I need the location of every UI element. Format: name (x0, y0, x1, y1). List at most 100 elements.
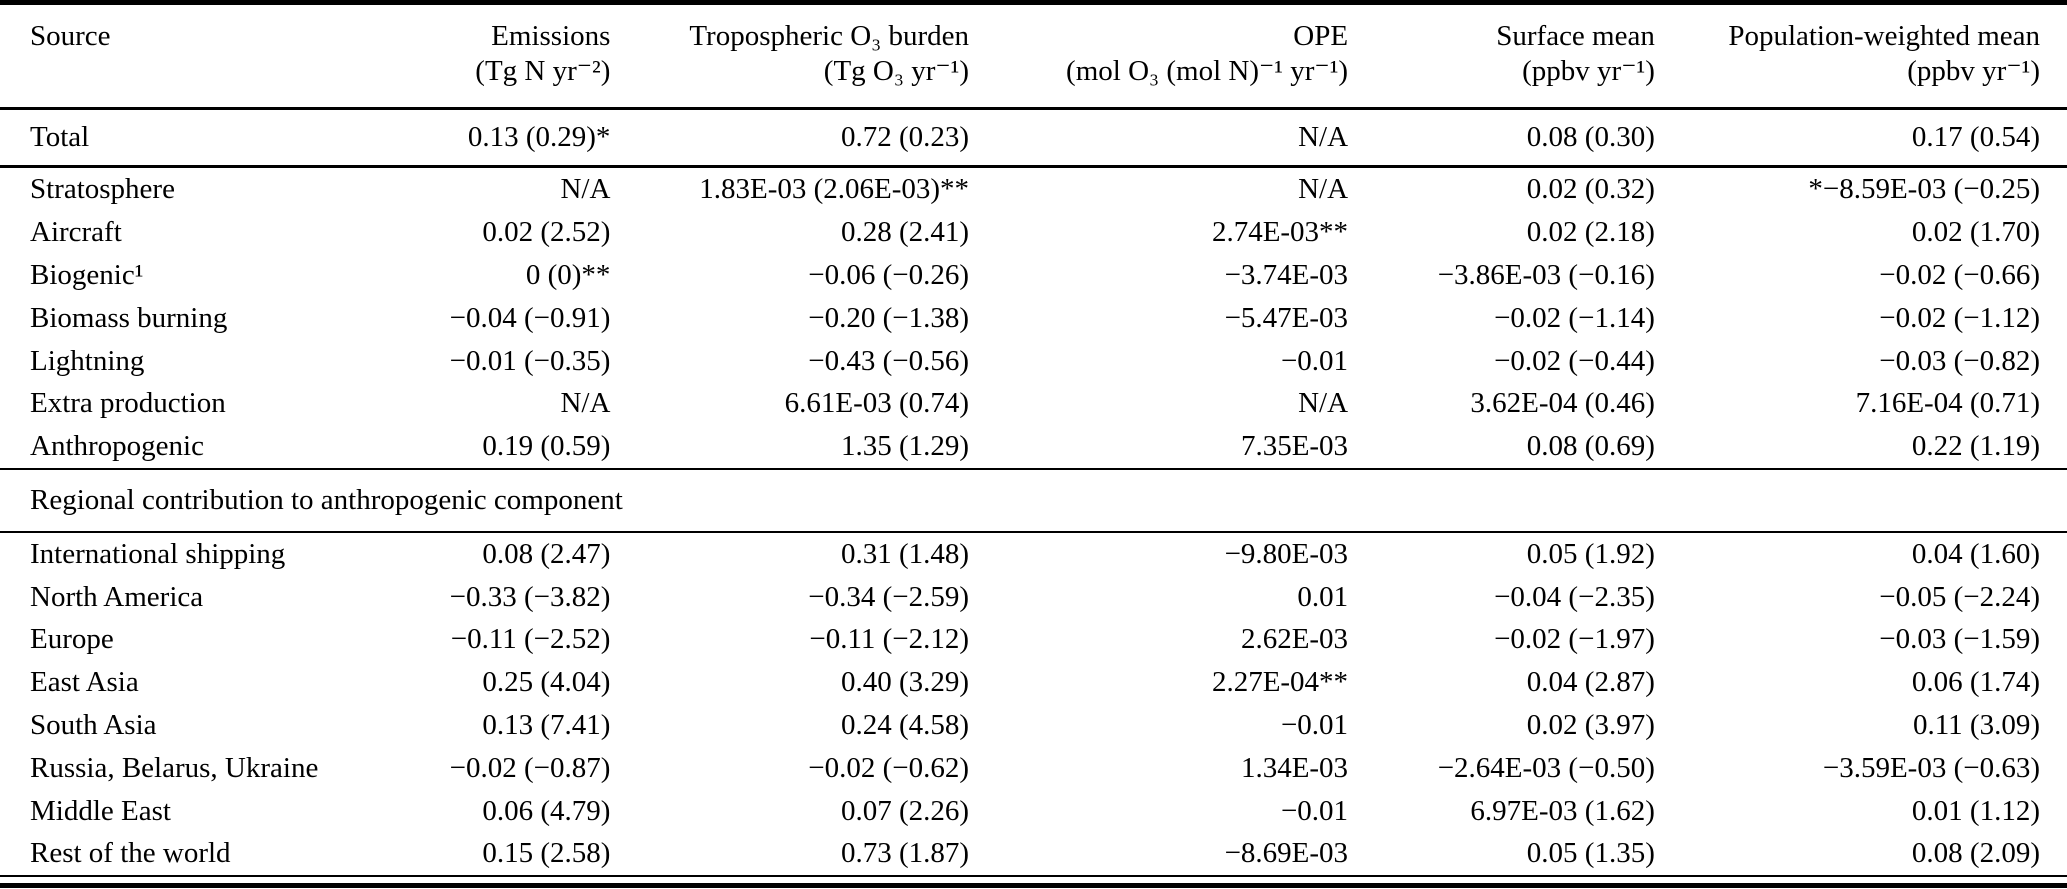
column-label: Source (30, 20, 111, 52)
table-cell: −0.05 (−2.24) (1879, 580, 2040, 613)
table-cell: −0.01 (1280, 708, 1349, 741)
header-row: Source Emissions (Tg N yr⁻²) Tropospheri… (0, 5, 2067, 110)
table-cell: −0.33 (−3.82) (449, 580, 611, 613)
table-cell: 0.28 (2.41) (840, 216, 970, 249)
table-row: South Asia 0.13 (7.41) 0.24 (4.58) −0.01 0.0… (0, 704, 2067, 747)
column-header-emissions: Emissions (Tg N yr⁻²) (448, 5, 621, 110)
table-cell: −3.74E-03 (1224, 258, 1349, 291)
table-cell: 0.11 (3.09) (1913, 708, 2040, 741)
table-cell: −0.01 (1280, 794, 1349, 827)
table-cell: 0 (0)** (525, 258, 611, 291)
table-cell: −0.11 (−2.52) (450, 623, 611, 656)
column-header-tropospheric-o3-burden: Tropospheric O₃ burden (Tg O₃ yr⁻¹) (620, 5, 980, 110)
table-cell: −0.02 (−0.44) (1494, 344, 1655, 377)
table-bottom-rule (0, 883, 2067, 889)
table-cell: 0.08 (0.69) (1526, 430, 1655, 463)
regional-section-header: Regional contribution to anthropogenic c… (0, 468, 2067, 533)
table-cell: 0.15 (2.58) (482, 837, 611, 870)
column-header-source: Source (0, 5, 449, 110)
row-label: Middle East (30, 794, 171, 827)
table-row: Rest of the world 0.15 (2.58) 0.73 (1.87) −… (0, 832, 2067, 876)
table-cell: 0.73 (1.87) (840, 837, 970, 870)
table-cell: 0.13 (7.41) (482, 708, 611, 741)
table-cell: 0.02 (1.70) (1911, 216, 2040, 249)
row-label: Total (0, 108, 449, 169)
table-row: Lightning −0.01 (−0.35) −0.43 (−0.56) −0.01… (0, 340, 2067, 383)
row-label: North America (30, 580, 204, 613)
table-cell: −0.02 (−1.14) (1494, 301, 1655, 334)
table-cell: −0.01 (1280, 344, 1349, 377)
table-row: East Asia 0.25 (4.04) 0.40 (3.29) 2.27E-04*… (0, 661, 2067, 704)
table-cell: −0.06 (−0.26) (808, 258, 970, 291)
total-section: Total 0.13 (0.29)* 0.72 (0.23) N/A 0.08 (0.3… (0, 108, 2067, 169)
table-cell: −0.02 (−0.87) (449, 751, 611, 784)
column-unit: (ppbv yr⁻¹) (1522, 54, 1655, 87)
row-label: Biomass burning (30, 301, 228, 334)
column-label: Surface mean (1496, 20, 1655, 52)
table-row: Total 0.13 (0.29)* 0.72 (0.23) N/A 0.08 (0.3… (0, 108, 2067, 169)
table-cell: 0.05 (1.35) (1526, 837, 1655, 870)
table-cell: 1.83E-03 (2.06E-03)** (699, 173, 970, 206)
table-cell: −0.11 (−2.12) (809, 623, 970, 656)
table-cell: −0.01 (−0.35) (449, 344, 611, 377)
table-cell: 0.08 (2.09) (1911, 837, 2040, 870)
column-label: Tropospheric O₃ burden (689, 20, 970, 52)
table-cell: *−8.59E-03 (−0.25) (1808, 173, 2040, 206)
row-label: Russia, Belarus, Ukraine (30, 751, 319, 784)
table-cell: 1.35 (1.29) (840, 430, 970, 463)
column-unit: (ppbv yr⁻¹) (1907, 54, 2040, 87)
column-unit: (Tg N yr⁻²) (475, 54, 611, 87)
table-cell: −2.64E-03 (−0.50) (1437, 751, 1655, 784)
column-unit: (Tg O₃ yr⁻¹) (823, 54, 970, 87)
table-cell: −0.43 (−0.56) (808, 344, 970, 377)
regional-rows-section: International shipping 0.08 (2.47) 0.31 (1… (0, 532, 2067, 877)
table-cell: 0.19 (0.59) (482, 430, 611, 463)
table-row: North America −0.33 (−3.82) −0.34 (−2.59) 0… (0, 576, 2067, 619)
table-cell: −0.34 (−2.59) (808, 580, 970, 613)
table-cell: −0.04 (−0.91) (449, 301, 611, 334)
table-cell: −0.20 (−1.38) (808, 301, 970, 334)
table-cell: −5.47E-03 (1224, 301, 1349, 334)
row-label: International shipping (30, 537, 286, 570)
table-cell: N/A (1298, 173, 1349, 206)
table-row: Stratosphere N/A 1.83E-03 (2.06E-03)** N/A 0… (0, 167, 2067, 211)
table-row: Anthropogenic 0.19 (0.59) 1.35 (1.29) 7.35E… (0, 425, 2067, 469)
column-header-population-weighted-mean: Population-weighted mean (ppbv yr⁻¹) (1664, 5, 2067, 110)
row-label: South Asia (30, 708, 157, 741)
table-cell: 0.02 (2.52) (482, 216, 611, 249)
row-label: Rest of the world (30, 837, 231, 870)
table-cell: 7.35E-03 (1240, 430, 1349, 463)
table-cell: −0.02 (−1.12) (1879, 301, 2040, 334)
table-cell: 0.17 (0.54) (1664, 108, 2067, 169)
table-cell: −3.59E-03 (−0.63) (1822, 751, 2040, 784)
table-cell: 1.34E-03 (1240, 751, 1349, 784)
table-cell: 0.05 (1.92) (1526, 537, 1655, 570)
table-cell: 0.31 (1.48) (840, 537, 970, 570)
table-row: Biogenic¹ 0 (0)** −0.06 (−0.26) −3.74E-03 −3… (0, 254, 2067, 297)
table-cell: 0.01 (1297, 580, 1349, 613)
table-cell: −0.03 (−1.59) (1879, 623, 2040, 656)
table-cell: 0.24 (4.58) (840, 708, 970, 741)
table-row: Middle East 0.06 (4.79) 0.07 (2.26) −0.01 6.… (0, 790, 2067, 833)
table-top-rule (0, 0, 2067, 5)
table-cell: 2.27E-04** (1211, 666, 1349, 699)
table-cell: 6.97E-03 (1.62) (1470, 794, 1655, 827)
row-label: Lightning (30, 344, 145, 377)
table-cell: N/A (979, 108, 1359, 169)
table-cell: 0.06 (4.79) (482, 794, 611, 827)
table-row: Russia, Belarus, Ukraine −0.02 (−0.87) −0.… (0, 747, 2067, 790)
column-header-surface-mean: Surface mean (ppbv yr⁻¹) (1358, 5, 1665, 110)
table-cell: N/A (560, 173, 611, 206)
table-row: International shipping 0.08 (2.47) 0.31 (1… (0, 532, 2067, 576)
table-cell: 0.01 (1.12) (1911, 794, 2040, 827)
table-cell: −9.80E-03 (1224, 537, 1349, 570)
row-label: Anthropogenic (30, 430, 204, 463)
table-cell: −0.02 (−0.62) (808, 751, 970, 784)
row-label: Biogenic¹ (30, 258, 144, 291)
table-cell: 0.02 (2.18) (1526, 216, 1655, 249)
table-cell: 0.08 (2.47) (482, 537, 611, 570)
table-cell: 0.02 (0.32) (1526, 173, 1655, 206)
table-row: Europe −0.11 (−2.52) −0.11 (−2.12) 2.62E-03… (0, 618, 2067, 661)
table-cell: 7.16E-04 (0.71) (1855, 387, 2040, 420)
